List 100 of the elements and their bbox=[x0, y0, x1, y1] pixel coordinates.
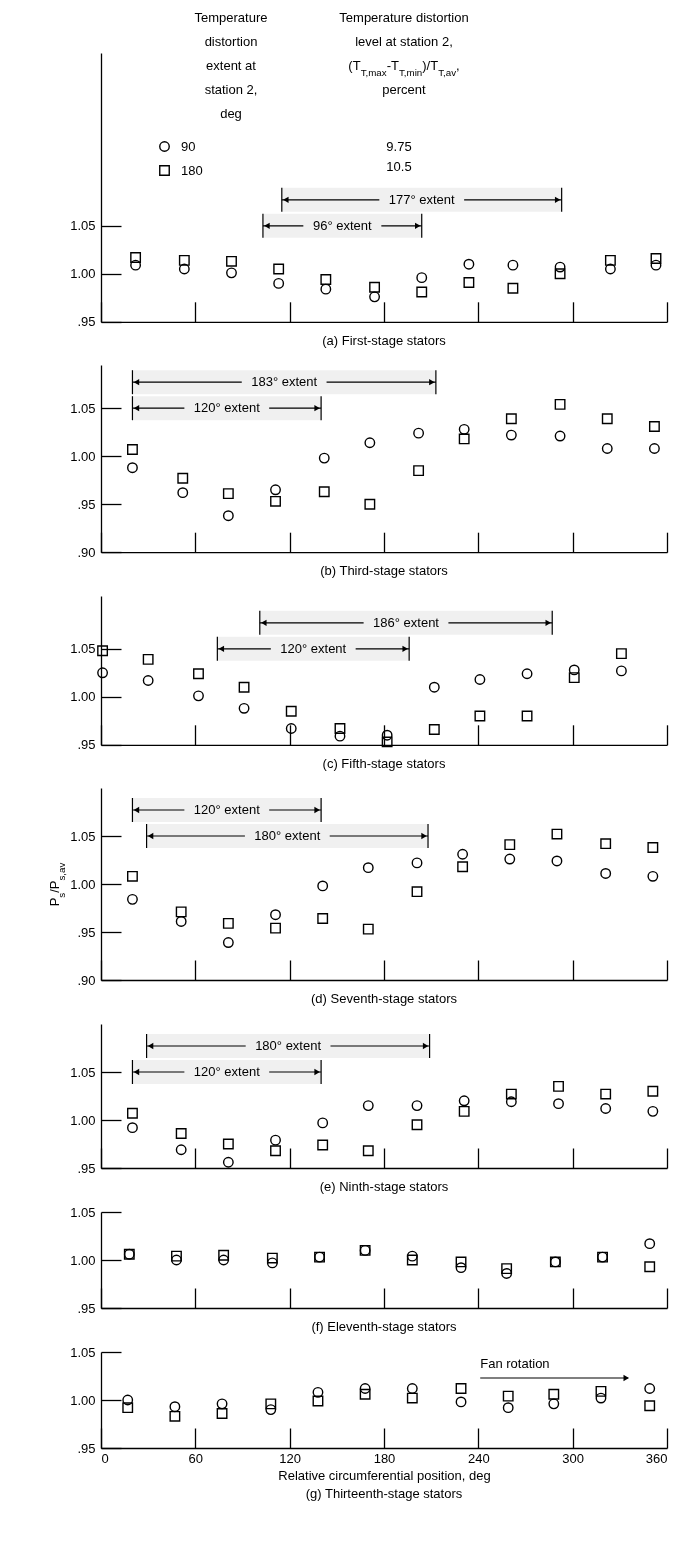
point bbox=[266, 1257, 278, 1269]
point bbox=[505, 413, 517, 425]
point bbox=[318, 452, 330, 464]
point bbox=[177, 472, 189, 484]
point bbox=[504, 853, 516, 865]
y-tick-label: .90 bbox=[77, 972, 96, 988]
point bbox=[175, 1128, 187, 1139]
legend-label: 90 bbox=[181, 138, 196, 154]
point bbox=[270, 495, 281, 507]
y-tick-label: 1.05 bbox=[70, 641, 96, 657]
point bbox=[474, 674, 486, 685]
band-label: 180° extent bbox=[255, 1038, 322, 1053]
point bbox=[553, 1080, 564, 1092]
y-tick-label: 1.05 bbox=[70, 1204, 96, 1220]
point bbox=[362, 1145, 374, 1157]
point bbox=[317, 913, 329, 924]
point bbox=[178, 254, 190, 266]
point bbox=[222, 937, 234, 948]
point bbox=[362, 862, 374, 874]
point bbox=[317, 880, 329, 892]
point bbox=[455, 1383, 467, 1394]
point bbox=[650, 259, 662, 271]
point bbox=[97, 667, 109, 679]
band-label: 180° extent bbox=[254, 828, 321, 843]
y-tick-label: 1.05 bbox=[70, 828, 96, 844]
point bbox=[548, 1388, 560, 1400]
point bbox=[317, 1117, 329, 1129]
point bbox=[171, 1250, 182, 1262]
point bbox=[270, 484, 281, 496]
point bbox=[364, 437, 376, 449]
point bbox=[381, 736, 393, 748]
y-tick-label: .95 bbox=[77, 1160, 96, 1176]
point bbox=[463, 277, 475, 288]
point bbox=[601, 413, 613, 425]
point bbox=[457, 848, 469, 860]
text: (c) Fifth-stage stators bbox=[322, 755, 446, 771]
point bbox=[505, 429, 517, 441]
point bbox=[458, 1105, 470, 1117]
point bbox=[270, 909, 281, 921]
point bbox=[507, 259, 519, 271]
point bbox=[647, 842, 659, 853]
point bbox=[193, 668, 204, 680]
point bbox=[457, 861, 469, 873]
point bbox=[413, 427, 425, 439]
point bbox=[455, 1396, 467, 1408]
text: (e) Ninth-stage stators bbox=[319, 1179, 449, 1194]
point bbox=[270, 922, 281, 934]
point bbox=[317, 1139, 329, 1151]
point bbox=[521, 668, 533, 680]
point bbox=[127, 1122, 138, 1134]
point bbox=[648, 443, 660, 454]
point bbox=[644, 1383, 656, 1394]
point bbox=[222, 510, 234, 522]
point bbox=[285, 705, 297, 717]
point bbox=[130, 259, 142, 271]
point bbox=[600, 838, 612, 850]
point bbox=[238, 681, 250, 693]
point bbox=[265, 1398, 277, 1410]
y-tick-label: 1.00 bbox=[70, 1392, 96, 1408]
point bbox=[648, 421, 660, 432]
point bbox=[359, 1388, 371, 1400]
point bbox=[359, 1383, 371, 1394]
point bbox=[320, 274, 332, 285]
point bbox=[505, 1096, 517, 1108]
annotation: Fan rotation bbox=[480, 1356, 550, 1371]
band-label: 120° extent bbox=[193, 802, 261, 817]
point bbox=[644, 1261, 656, 1273]
point bbox=[504, 839, 516, 851]
point bbox=[568, 664, 580, 676]
point bbox=[169, 1401, 181, 1413]
point bbox=[554, 261, 566, 273]
point bbox=[411, 857, 423, 869]
point bbox=[644, 1400, 656, 1412]
point bbox=[650, 253, 662, 264]
point bbox=[502, 1390, 514, 1402]
point bbox=[222, 1156, 234, 1168]
point bbox=[647, 870, 659, 882]
point bbox=[97, 645, 109, 657]
point bbox=[266, 1252, 278, 1264]
point bbox=[334, 730, 346, 742]
point bbox=[455, 1262, 467, 1274]
point bbox=[554, 430, 566, 442]
point bbox=[127, 1107, 138, 1119]
point bbox=[406, 1254, 418, 1266]
legend-label: 180 bbox=[181, 162, 203, 178]
band-label: 96° extent bbox=[312, 217, 373, 233]
point bbox=[171, 1254, 182, 1266]
point bbox=[551, 855, 563, 867]
y-tick-label: 1.00 bbox=[70, 448, 96, 464]
point bbox=[505, 1088, 517, 1100]
point bbox=[416, 272, 428, 284]
point bbox=[175, 906, 187, 918]
band-label: 177° extent bbox=[388, 191, 456, 207]
point bbox=[406, 1383, 418, 1394]
point bbox=[175, 1144, 187, 1156]
y-tick-label: .95 bbox=[77, 924, 96, 940]
point bbox=[615, 665, 627, 677]
point bbox=[320, 283, 332, 295]
y-tick-label: 1.05 bbox=[70, 1344, 96, 1360]
y-tick-label: 1.00 bbox=[70, 689, 96, 705]
